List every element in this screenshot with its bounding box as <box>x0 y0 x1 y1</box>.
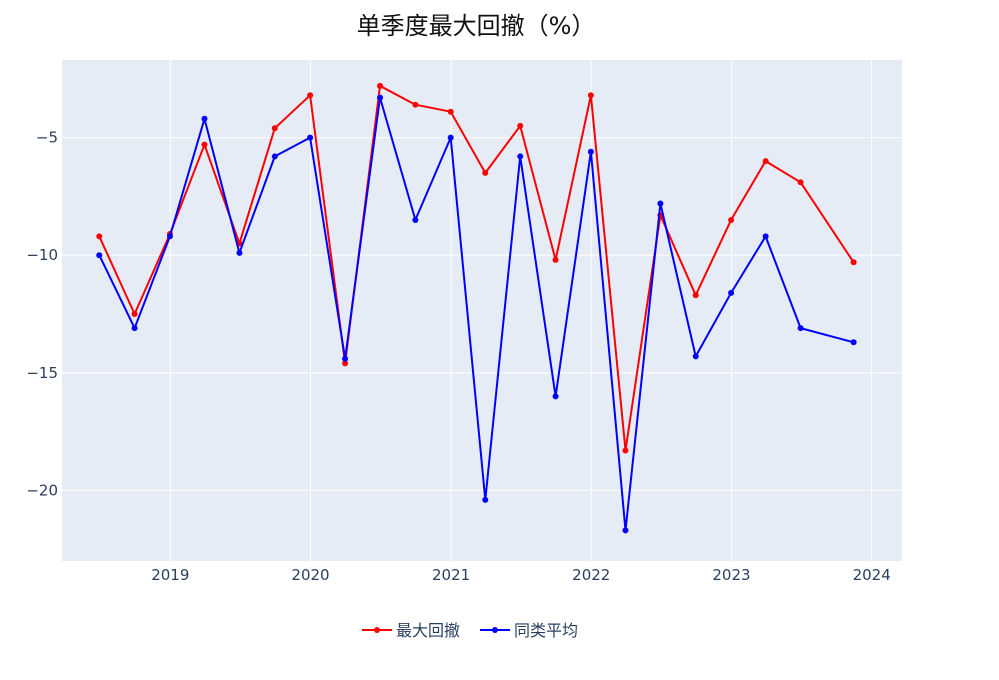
data-point[interactable] <box>728 216 735 223</box>
data-point[interactable] <box>552 256 559 263</box>
data-point[interactable] <box>96 233 103 240</box>
data-point[interactable] <box>622 527 629 534</box>
data-point[interactable] <box>517 153 524 160</box>
series-line-1 <box>98 96 854 532</box>
data-point[interactable] <box>377 82 384 89</box>
y-tick-label: −20 <box>26 481 58 499</box>
x-tick-label: 2023 <box>712 566 750 584</box>
legend-swatch-marker <box>374 627 380 633</box>
data-point[interactable] <box>377 94 384 101</box>
data-point[interactable] <box>692 353 699 360</box>
data-point[interactable] <box>307 92 314 99</box>
x-tick-label: 2019 <box>151 566 189 584</box>
data-point[interactable] <box>236 249 243 256</box>
series-line-0 <box>98 84 855 452</box>
data-point[interactable] <box>728 289 735 296</box>
data-point[interactable] <box>342 355 349 362</box>
data-point[interactable] <box>552 393 559 400</box>
tick-labels: 2019 2020 2021 2022 2023 2024 −5 −10 −15 −20 <box>26 129 890 584</box>
data-point[interactable] <box>131 325 138 332</box>
data-point[interactable] <box>271 125 278 132</box>
y-tick-label: −5 <box>36 129 58 147</box>
legend-label: 同类平均 <box>514 621 578 640</box>
data-point[interactable] <box>482 169 489 176</box>
data-point[interactable] <box>412 101 419 108</box>
data-point[interactable] <box>850 259 857 266</box>
data-point[interactable] <box>762 158 769 165</box>
plot-area <box>62 60 902 561</box>
data-point[interactable] <box>307 134 314 141</box>
legend[interactable]: 最大回撤 同类平均 <box>362 621 578 640</box>
data-point[interactable] <box>201 115 208 122</box>
data-point[interactable] <box>587 148 594 155</box>
data-point[interactable] <box>131 311 138 318</box>
data-point[interactable] <box>201 141 208 148</box>
data-point[interactable] <box>657 200 664 207</box>
data-point[interactable] <box>447 108 454 115</box>
y-tick-label: −10 <box>26 246 58 264</box>
data-point[interactable] <box>850 339 857 346</box>
legend-label: 最大回撤 <box>396 621 460 640</box>
x-tick-label: 2024 <box>853 566 891 584</box>
data-point[interactable] <box>797 179 804 186</box>
y-tick-label: −15 <box>26 364 58 382</box>
data-point[interactable] <box>622 447 629 454</box>
x-tick-label: 2021 <box>432 566 470 584</box>
data-point[interactable] <box>762 233 769 240</box>
chart-title: 单季度最大回撤（%） <box>357 12 596 40</box>
data-point[interactable] <box>342 360 349 367</box>
data-point[interactable] <box>482 496 489 503</box>
data-point[interactable] <box>96 252 103 259</box>
x-tick-label: 2020 <box>291 566 329 584</box>
legend-item-0[interactable]: 最大回撤 <box>362 621 460 640</box>
legend-swatch-marker <box>492 627 498 633</box>
data-point[interactable] <box>271 153 278 160</box>
legend-item-1[interactable]: 同类平均 <box>480 621 578 640</box>
x-tick-label: 2022 <box>572 566 610 584</box>
series-layer <box>96 82 857 534</box>
data-point[interactable] <box>797 325 804 332</box>
data-point[interactable] <box>517 122 524 129</box>
data-point[interactable] <box>447 134 454 141</box>
data-point[interactable] <box>587 92 594 99</box>
data-point[interactable] <box>692 292 699 299</box>
data-point[interactable] <box>166 233 173 240</box>
data-point[interactable] <box>412 216 419 223</box>
